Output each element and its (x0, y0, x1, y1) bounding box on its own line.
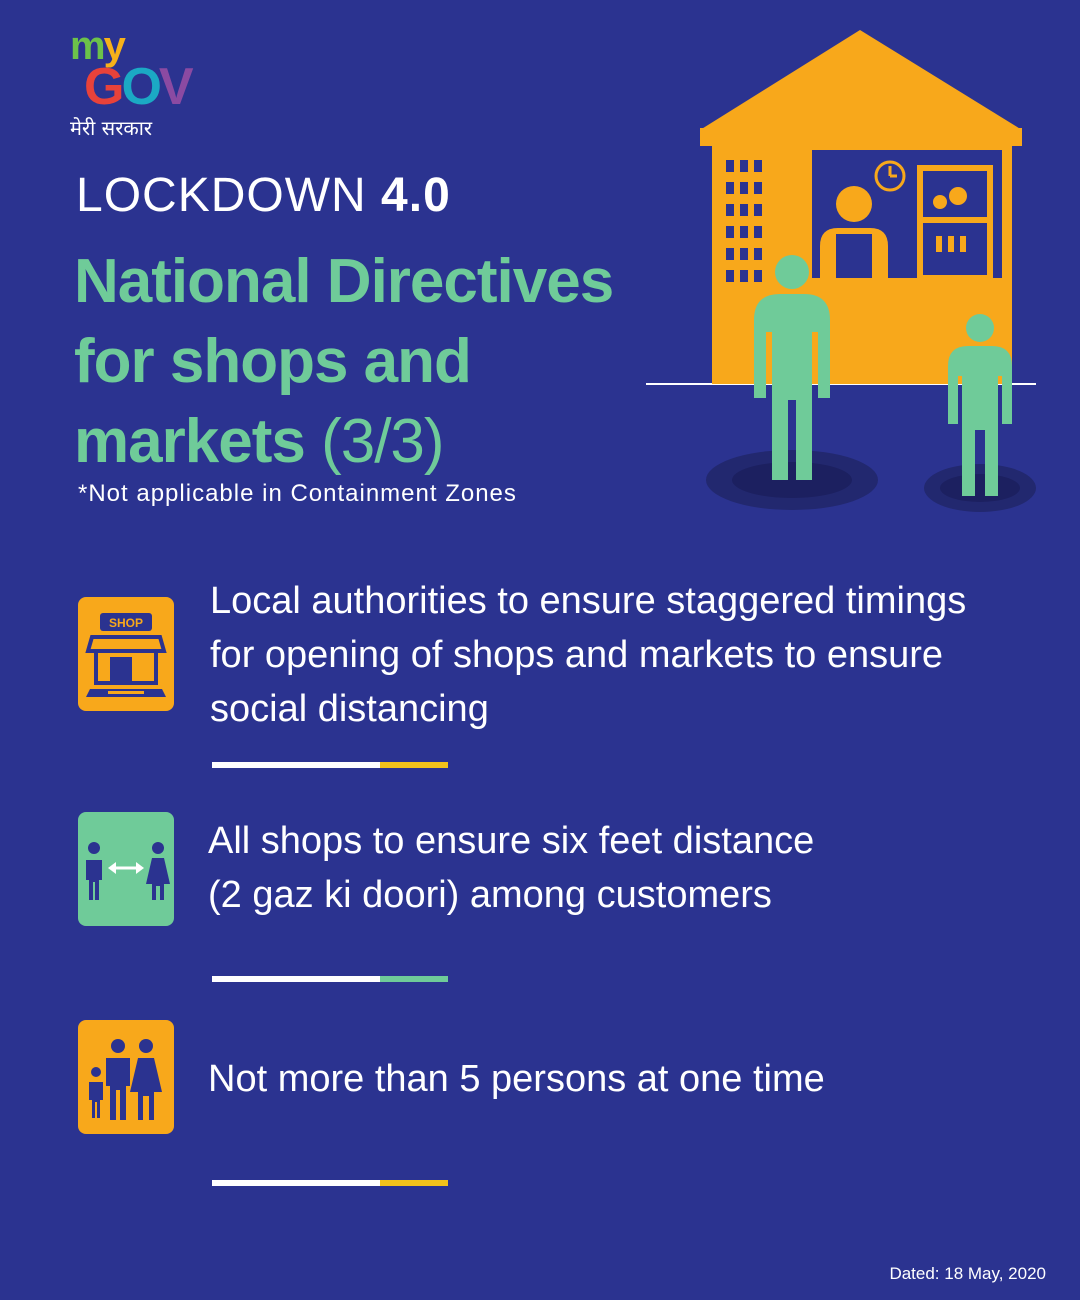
date-stamp: Dated: 18 May, 2020 (889, 1264, 1046, 1283)
lockdown-number: 4.0 (381, 169, 451, 222)
title-line-1: National Directives (74, 247, 614, 316)
logo-gov: GOV (84, 58, 194, 116)
containment-note: *Not applicable in Containment Zones (78, 480, 517, 507)
title-page-indicator: (3/3) (321, 407, 444, 476)
logo-my: my (70, 24, 126, 68)
item-3-divider (212, 1180, 448, 1186)
lockdown-label: LOCKDOWN (76, 169, 367, 222)
lockdown-heading: LOCKDOWN 4.0 (76, 168, 451, 223)
item-3-text: Not more than 5 persons at one time (208, 1058, 825, 1100)
svg-text:SHOP: SHOP (109, 616, 143, 630)
shop-illustration (646, 30, 1036, 512)
item-2-text: All shops to ensure six feet distance (2… (208, 820, 815, 916)
shop-icon: SHOP (78, 597, 174, 711)
logo-tagline: मेरी सरकार (70, 116, 153, 140)
title-line-3: markets (3/3) (74, 407, 445, 476)
family-icon (78, 1020, 174, 1134)
mygov-logo: my GOV मेरी सरकार (70, 26, 210, 146)
item-1-divider (212, 762, 448, 768)
item-1-text: Local authorities to ensure staggered ti… (210, 580, 967, 730)
item-2-divider (212, 976, 448, 982)
title-line-2: for shops and (74, 327, 472, 396)
page-title: National Directives for shops and market… (74, 242, 674, 482)
social-distance-icon (78, 812, 174, 926)
